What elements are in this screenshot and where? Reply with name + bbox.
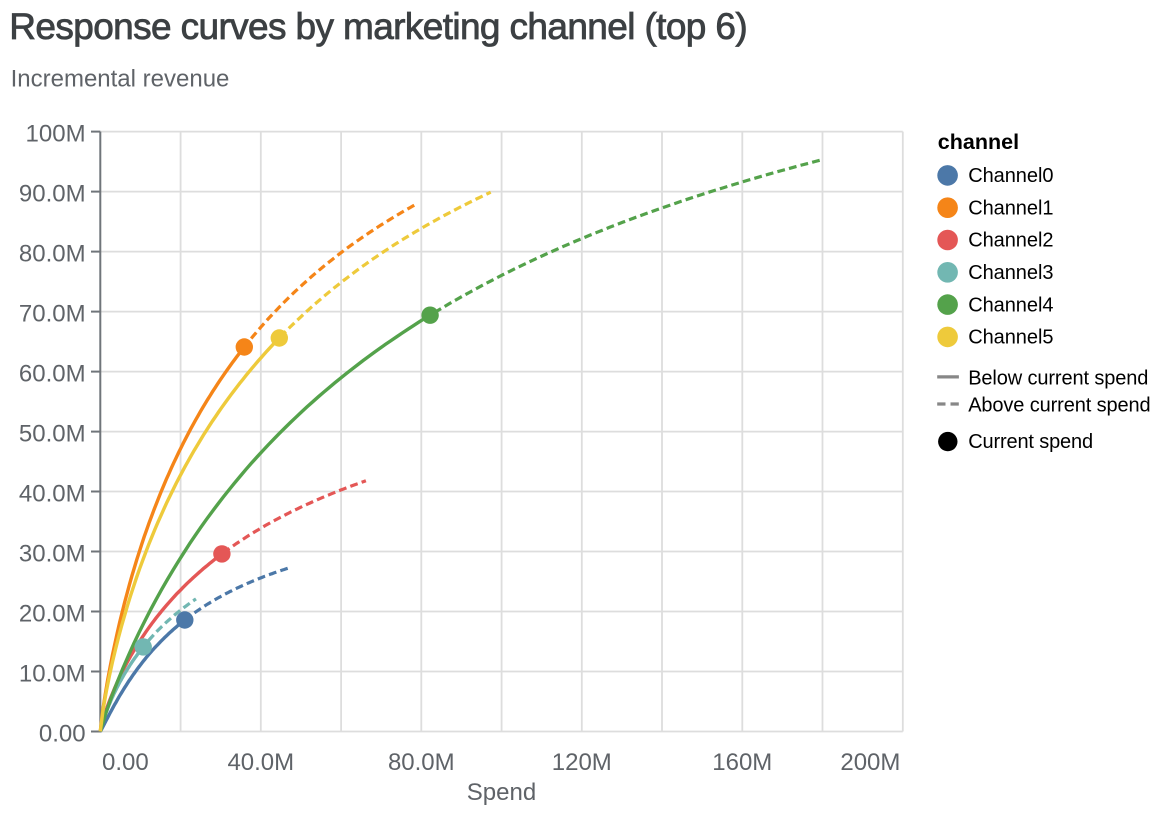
svg-text:Response curves by marketing c: Response curves by marketing channel (to…	[9, 6, 747, 47]
svg-text:Below current spend: Below current spend	[968, 367, 1148, 389]
svg-text:100M: 100M	[26, 120, 86, 147]
svg-text:Channel2: Channel2	[968, 230, 1053, 252]
svg-text:30.0M: 30.0M	[19, 540, 86, 567]
svg-text:20.0M: 20.0M	[19, 600, 86, 627]
svg-text:80.0M: 80.0M	[19, 240, 86, 267]
svg-text:80.0M: 80.0M	[388, 749, 455, 776]
svg-text:40.0M: 40.0M	[19, 480, 86, 507]
svg-text:0.00: 0.00	[102, 749, 149, 776]
svg-text:200M: 200M	[840, 749, 900, 776]
svg-text:Current spend: Current spend	[968, 431, 1093, 453]
svg-text:70.0M: 70.0M	[19, 300, 86, 327]
svg-text:Above current spend: Above current spend	[968, 394, 1150, 416]
svg-text:40.0M: 40.0M	[227, 749, 294, 776]
svg-text:Channel3: Channel3	[968, 262, 1053, 284]
svg-text:90.0M: 90.0M	[19, 180, 86, 207]
svg-text:Channel4: Channel4	[968, 294, 1053, 316]
svg-text:Spend: Spend	[467, 779, 536, 806]
svg-text:Channel5: Channel5	[968, 327, 1053, 349]
svg-text:160M: 160M	[712, 749, 772, 776]
svg-text:channel: channel	[938, 130, 1019, 154]
svg-text:60.0M: 60.0M	[19, 360, 86, 387]
svg-text:50.0M: 50.0M	[19, 420, 86, 447]
svg-text:Channel1: Channel1	[968, 197, 1053, 219]
svg-text:120M: 120M	[552, 749, 612, 776]
svg-text:0.00: 0.00	[39, 720, 86, 747]
svg-text:10.0M: 10.0M	[19, 660, 86, 687]
svg-text:Incremental revenue: Incremental revenue	[11, 65, 230, 92]
svg-text:Channel0: Channel0	[968, 165, 1053, 187]
